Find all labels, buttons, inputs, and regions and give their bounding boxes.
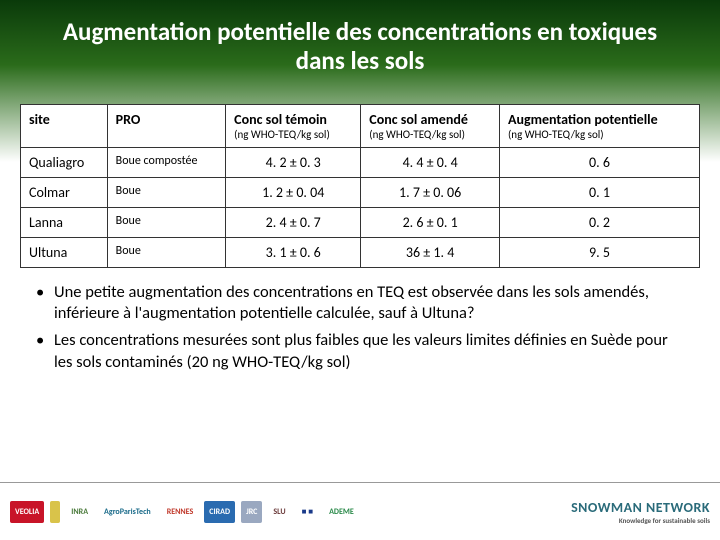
data-table: site PRO Conc sol témoin (ng WHO-TEQ/kg …: [20, 104, 700, 268]
snowman-sub: Knowledge for sustainable soils: [571, 516, 710, 525]
partner-logo: AgroParisTech: [99, 501, 156, 523]
data-table-wrap: site PRO Conc sol témoin (ng WHO-TEQ/kg …: [20, 104, 700, 268]
table-header-row: site PRO Conc sol témoin (ng WHO-TEQ/kg …: [21, 104, 700, 147]
col-temoin-sub: (ng WHO-TEQ/kg sol): [234, 128, 352, 141]
cell-aug: 0. 1: [499, 177, 699, 207]
bullet-item: Une petite augmentation des concentratio…: [36, 282, 684, 325]
col-aug: Augmentation potentielle (ng WHO-TEQ/kg …: [499, 104, 699, 147]
cell-site: Lanna: [21, 207, 108, 237]
cell-amende: 36 ± 1. 4: [361, 237, 500, 267]
cell-site: Ultuna: [21, 237, 108, 267]
cell-aug: 0. 2: [499, 207, 699, 237]
partner-logo: INRA: [66, 501, 93, 523]
cell-aug: 0. 6: [499, 147, 699, 177]
col-temoin: Conc sol témoin (ng WHO-TEQ/kg sol): [226, 104, 361, 147]
snowman-logo: SNOWMAN NETWORK Knowledge for sustainabl…: [571, 499, 710, 525]
cell-pro: Boue: [107, 207, 225, 237]
col-amende: Conc sol amendé (ng WHO-TEQ/kg sol): [361, 104, 500, 147]
col-pro: PRO: [107, 104, 225, 147]
footer-bar: VEOLIA INRA AgroParisTech RENNESCIRAD JRC SLU…: [0, 482, 720, 540]
cell-aug: 9. 5: [499, 237, 699, 267]
cell-site: Qualiagro: [21, 147, 108, 177]
cell-amende: 1. 7 ± 0. 06: [361, 177, 500, 207]
partner-logo: ADEME: [324, 501, 359, 523]
col-amende-label: Conc sol amendé: [369, 111, 468, 128]
table-body: Qualiagro Boue compostée 4. 2 ± 0. 3 4. …: [21, 147, 700, 267]
table-row: Qualiagro Boue compostée 4. 2 ± 0. 3 4. …: [21, 147, 700, 177]
table-row: Lanna Boue 2. 4 ± 0. 7 2. 6 ± 0. 1 0. 2: [21, 207, 700, 237]
cell-pro: Boue compostée: [107, 147, 225, 177]
col-aug-sub: (ng WHO-TEQ/kg sol): [508, 128, 691, 141]
partner-logo: CIRAD: [204, 501, 235, 523]
cell-temoin: 2. 4 ± 0. 7: [226, 207, 361, 237]
partner-logo: JRC: [241, 501, 262, 523]
partner-logo: RENNES: [162, 501, 199, 523]
cell-site: Colmar: [21, 177, 108, 207]
table-row: Ultuna Boue 3. 1 ± 0. 6 36 ± 1. 4 9. 5: [21, 237, 700, 267]
bullet-item: Les concentrations mesurées sont plus fa…: [36, 330, 684, 373]
cell-pro: Boue: [107, 237, 225, 267]
col-temoin-label: Conc sol témoin: [234, 111, 327, 128]
cell-temoin: 1. 2 ± 0. 04: [226, 177, 361, 207]
cell-pro: Boue: [107, 177, 225, 207]
partner-logo: SLU: [268, 501, 290, 523]
partner-logo: VEOLIA: [10, 501, 44, 523]
bullet-list: Une petite augmentation des concentratio…: [36, 282, 684, 374]
col-site: site: [21, 104, 108, 147]
partner-logo: ■ ■: [297, 501, 318, 523]
partner-logo: [50, 501, 60, 523]
cell-temoin: 4. 2 ± 0. 3: [226, 147, 361, 177]
col-amende-sub: (ng WHO-TEQ/kg sol): [369, 128, 491, 141]
cell-temoin: 3. 1 ± 0. 6: [226, 237, 361, 267]
slide-title: Augmentation potentielle des concentrati…: [0, 0, 720, 86]
table-row: Colmar Boue 1. 2 ± 0. 04 1. 7 ± 0. 06 0.…: [21, 177, 700, 207]
cell-amende: 4. 4 ± 0. 4: [361, 147, 500, 177]
snowman-main: SNOWMAN NETWORK: [571, 499, 710, 516]
col-aug-label: Augmentation potentielle: [508, 111, 658, 128]
logo-strip: VEOLIA INRA AgroParisTech RENNESCIRAD JRC SLU…: [10, 501, 359, 523]
cell-amende: 2. 6 ± 0. 1: [361, 207, 500, 237]
